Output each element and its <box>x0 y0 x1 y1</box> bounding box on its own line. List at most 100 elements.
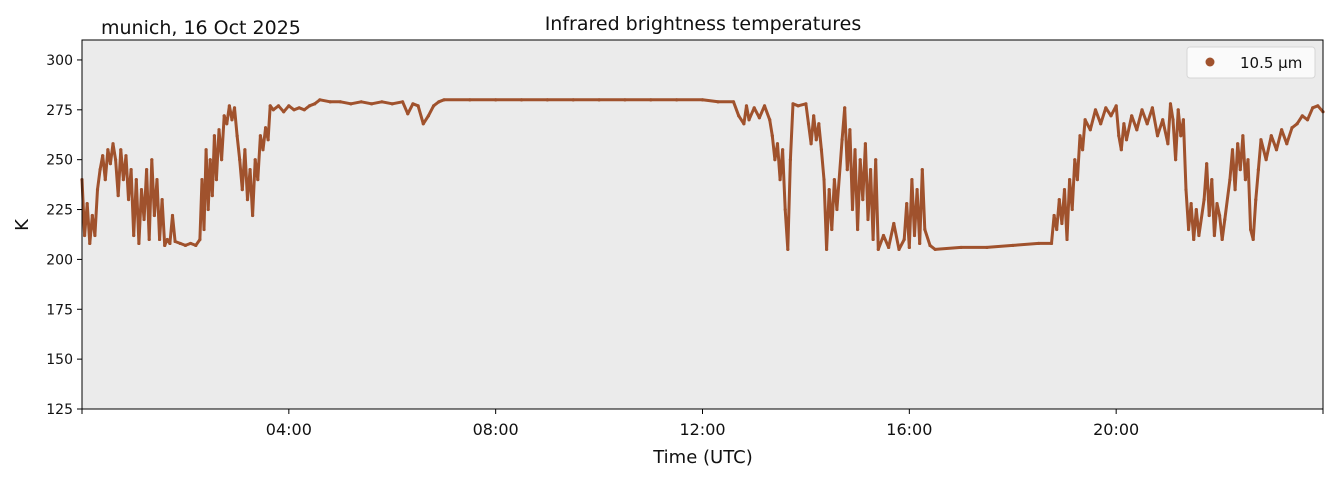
data-point <box>157 237 162 242</box>
data-point <box>266 138 270 142</box>
data-point <box>897 247 901 252</box>
data-point <box>95 187 100 192</box>
data-point <box>406 112 410 116</box>
data-point <box>411 102 415 106</box>
data-point <box>770 134 774 138</box>
data-point <box>825 247 829 252</box>
data-point <box>101 154 105 158</box>
data-point <box>1210 178 1214 182</box>
data-point <box>920 168 924 172</box>
data-point <box>1305 118 1310 122</box>
data-point <box>1155 134 1160 138</box>
data-point <box>106 148 110 152</box>
data-point <box>850 207 855 212</box>
x-tick-label: 16:00 <box>886 420 932 439</box>
data-point <box>230 118 234 122</box>
data-point <box>421 122 425 126</box>
data-point <box>222 114 226 118</box>
data-point <box>571 98 575 102</box>
data-point <box>762 104 767 108</box>
data-point <box>1189 201 1193 206</box>
data-point <box>1228 178 1232 182</box>
data-point <box>276 104 281 108</box>
data-point <box>915 187 919 192</box>
data-point <box>1233 187 1237 192</box>
x-tick-label: 12:00 <box>679 420 725 439</box>
data-point <box>752 106 756 110</box>
data-point <box>198 237 202 242</box>
data-point <box>1062 187 1067 192</box>
data-point <box>1290 126 1294 130</box>
data-point <box>380 100 384 104</box>
data-point <box>716 100 720 104</box>
x-tick-label: 04:00 <box>266 420 312 439</box>
data-point <box>227 104 231 108</box>
data-point <box>152 213 156 218</box>
data-point <box>892 221 896 226</box>
data-point <box>282 110 286 114</box>
legend-box <box>1186 46 1316 79</box>
data-point <box>902 237 906 242</box>
data-point <box>881 233 886 238</box>
data-point <box>165 237 169 242</box>
data-point <box>781 148 785 152</box>
data-point <box>214 178 219 182</box>
plot-area <box>82 40 1323 409</box>
data-point <box>848 128 852 132</box>
data-point <box>775 142 780 146</box>
data-point <box>1073 158 1077 162</box>
data-point <box>349 102 353 106</box>
data-point <box>868 168 873 172</box>
data-point <box>985 245 989 250</box>
data-point <box>202 227 206 232</box>
data-point <box>623 98 627 102</box>
data-point <box>210 193 214 198</box>
data-point <box>232 106 237 110</box>
data-point <box>297 106 301 110</box>
data-point <box>1135 128 1139 132</box>
data-point <box>1269 134 1273 138</box>
data-point <box>416 104 420 108</box>
data-point <box>876 247 880 252</box>
data-point <box>292 108 296 112</box>
data-point <box>1140 108 1144 112</box>
data-point <box>390 102 394 106</box>
data-point <box>778 178 782 182</box>
data-point <box>98 168 102 172</box>
data-point <box>1194 207 1198 212</box>
data-point <box>1037 241 1041 246</box>
data-point <box>258 134 262 138</box>
data-point <box>1104 106 1108 110</box>
data-point <box>1264 158 1268 162</box>
y-tick-label: 275 <box>46 103 73 119</box>
data-point <box>261 148 265 152</box>
data-point <box>1161 118 1165 122</box>
data-point <box>183 243 188 248</box>
data-point <box>437 100 441 104</box>
data-point <box>155 178 159 182</box>
data-point <box>1093 108 1098 112</box>
data-point <box>791 102 795 106</box>
data-point <box>1238 168 1242 172</box>
data-point <box>843 106 847 110</box>
data-point <box>1122 122 1126 126</box>
data-point <box>1316 104 1320 108</box>
chart-title: Infrared brightness temperatures <box>545 13 862 35</box>
data-point <box>1215 201 1219 206</box>
data-point <box>933 247 937 252</box>
data-point <box>1207 213 1211 218</box>
data-point <box>1055 227 1059 232</box>
x-tick-label: 08:00 <box>473 420 519 439</box>
data-point <box>1150 106 1154 110</box>
series-10-5um <box>80 98 1325 252</box>
data-point <box>835 207 839 212</box>
data-point <box>863 142 867 146</box>
y-tick-label: 225 <box>46 203 73 219</box>
data-point <box>744 104 749 108</box>
data-point <box>1256 168 1260 172</box>
data-point <box>121 178 125 182</box>
data-point <box>1145 122 1149 126</box>
y-tick-label: 200 <box>46 252 73 268</box>
data-point <box>1130 114 1134 118</box>
data-point <box>809 142 813 146</box>
